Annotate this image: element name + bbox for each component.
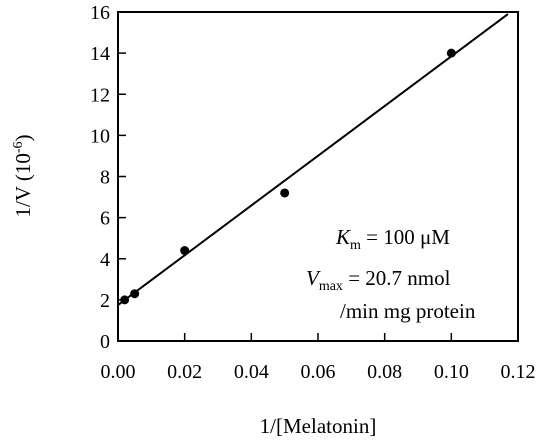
x-tick-label: 0.08: [367, 361, 402, 383]
x-tick-label: 0.00: [101, 361, 136, 383]
vmax-annotation: Vmax = 20.7 nmol: [306, 266, 451, 294]
vmax-units: /min mg protein: [340, 299, 476, 323]
vmax-subscript: max: [319, 279, 343, 294]
x-tick-label: 0.12: [501, 361, 536, 383]
y-tick-label: 14: [90, 43, 110, 65]
y-tick-label: 16: [90, 2, 110, 24]
x-tick-label: 0.06: [301, 361, 336, 383]
annotation-block: Km = 100 μM Vmax = 20.7 nmol /min mg pro…: [306, 225, 476, 323]
y-tick-label: 12: [90, 84, 110, 106]
x-axis-ticks: 0.00 0.02 0.04 0.06 0.08 0.10 0.12: [101, 333, 536, 383]
y-tick-label: 8: [100, 167, 110, 189]
y-tick-label: 0: [100, 331, 110, 353]
km-symbol: K: [335, 225, 351, 249]
y-axis-title: 1/V (10-6): [11, 134, 35, 217]
regression-line-group: [117, 13, 509, 306]
data-point: [280, 188, 290, 198]
y-tick-label: 6: [100, 208, 110, 230]
x-tick-label: 0.02: [167, 361, 202, 383]
data-point: [446, 48, 456, 58]
vmax-symbol: V: [306, 266, 321, 290]
x-tick-label: 0.04: [234, 361, 269, 383]
y-axis-title-main: 1/V (10: [11, 153, 35, 217]
y-tick-label: 4: [100, 249, 110, 271]
regression-line: [117, 13, 509, 306]
y-tick-label: 2: [100, 290, 110, 312]
x-tick-label: 0.10: [434, 361, 469, 383]
km-annotation: Km = 100 μM: [335, 225, 450, 253]
y-axis-title-close: ): [11, 134, 35, 141]
data-points: [120, 48, 456, 305]
y-axis-ticks: 0 2 4 6 8 10 12 14 16: [90, 2, 126, 353]
x-axis-title: 1/[Melatonin]: [260, 414, 377, 438]
data-point: [180, 246, 190, 256]
data-point: [130, 289, 140, 299]
vmax-value: = 20.7 nmol: [343, 266, 451, 290]
km-subscript: m: [350, 238, 361, 253]
data-point: [120, 295, 130, 305]
km-value: = 100 μM: [361, 225, 450, 249]
y-axis-title-exponent: -6: [11, 141, 26, 153]
y-tick-label: 10: [90, 125, 110, 147]
